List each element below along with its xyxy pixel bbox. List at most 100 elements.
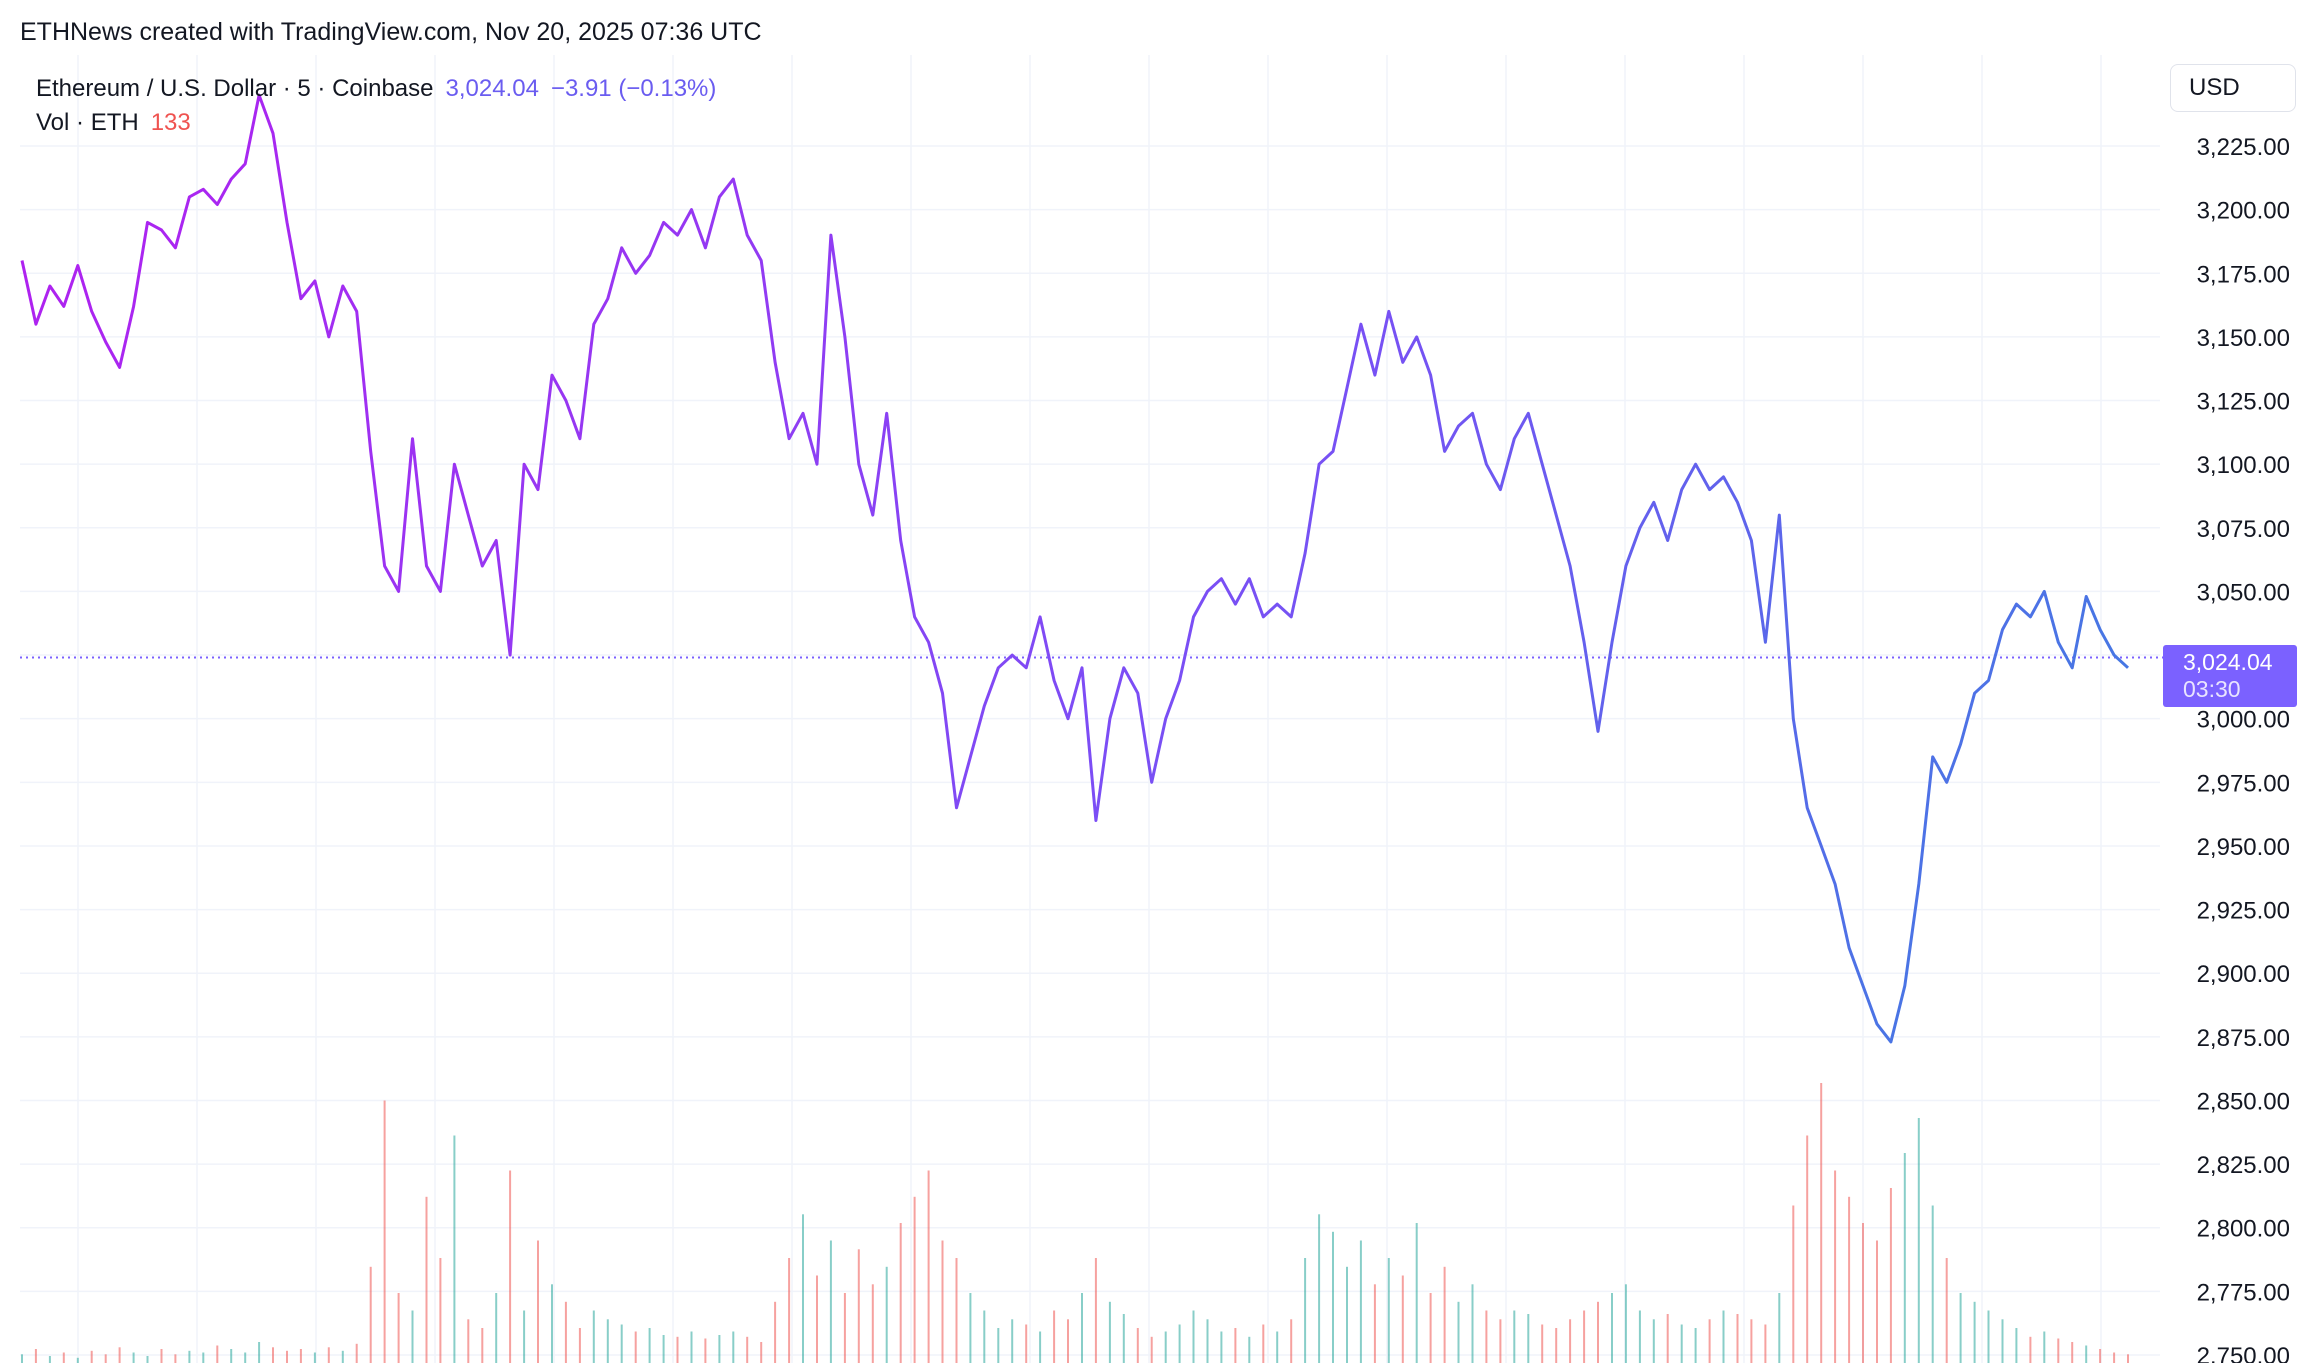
y-tick-label: 3,100.00 [2197, 452, 2290, 479]
volume-bar [578, 1328, 581, 1363]
volume-bar [495, 1293, 498, 1363]
volume-bar [1973, 1301, 1976, 1363]
volume-bar [1555, 1328, 1558, 1363]
volume-bar [411, 1310, 414, 1363]
volume-bar [174, 1354, 177, 1363]
volume-bar [272, 1347, 274, 1363]
volume-bar [1248, 1336, 1251, 1363]
volume-bar [1708, 1319, 1711, 1363]
y-tick-label: 2,800.00 [2197, 1216, 2290, 1243]
volume-bar [1262, 1324, 1265, 1363]
volume-bar [1694, 1328, 1697, 1363]
volume-bar [927, 1170, 930, 1363]
volume-bar [1862, 1223, 1864, 1363]
volume-bar [1457, 1301, 1460, 1363]
volume-bar [1903, 1153, 1906, 1363]
volume-bar [1373, 1284, 1376, 1363]
volume-bar [634, 1331, 637, 1363]
volume-bar [258, 1342, 261, 1363]
volume-bar [1834, 1170, 1837, 1363]
volume-bar [760, 1342, 763, 1363]
volume-bar [397, 1293, 400, 1363]
volume-bar [1848, 1196, 1851, 1363]
volume-bar [1652, 1319, 1655, 1363]
volume-bar [299, 1349, 302, 1363]
chart-credit: ETHNews created with TradingView.com, No… [20, 18, 762, 46]
volume-bar [774, 1301, 777, 1363]
volume-bar [871, 1284, 874, 1363]
volume-bar [1067, 1319, 1069, 1363]
volume-label: Vol · ETH [36, 109, 139, 136]
volume-bar [188, 1350, 191, 1363]
volume-bar [913, 1196, 916, 1363]
y-tick-label: 3,225.00 [2197, 134, 2290, 161]
volume-bar [1931, 1205, 1934, 1363]
volume-bar [1792, 1205, 1795, 1363]
volume-bar [467, 1319, 470, 1363]
volume-bar [1499, 1319, 1502, 1363]
volume-bar [2001, 1319, 2004, 1363]
volume-bar [104, 1354, 107, 1363]
volume-bar [1234, 1328, 1237, 1363]
volume-bar [1764, 1324, 1767, 1363]
volume-bar [1290, 1319, 1293, 1363]
y-tick-label: 3,075.00 [2197, 516, 2290, 543]
volume-bar [1443, 1266, 1446, 1363]
volume-bar [704, 1338, 707, 1363]
y-tick-label: 3,200.00 [2197, 198, 2290, 225]
y-tick-label: 2,975.00 [2197, 770, 2290, 797]
volume-bar [1053, 1310, 1056, 1363]
y-tick-label: 2,900.00 [2197, 961, 2290, 988]
volume-bar [997, 1328, 1000, 1363]
volume-bar [439, 1258, 442, 1363]
last-price-tag: 3,024.04 03:30 [2163, 645, 2297, 707]
volume-bar [899, 1223, 902, 1363]
volume-bar [955, 1258, 958, 1363]
volume-bar [2113, 1352, 2116, 1363]
volume-bar [1541, 1324, 1544, 1363]
volume-bar [1429, 1293, 1432, 1363]
volume-bar [216, 1345, 219, 1363]
volume-bar [1387, 1258, 1390, 1363]
volume-bar [230, 1349, 233, 1363]
volume-bar [1583, 1310, 1586, 1363]
y-tick-label: 3,000.00 [2197, 707, 2290, 734]
volume-bar [1917, 1118, 1920, 1363]
y-tick-label: 2,750.00 [2197, 1343, 2290, 1363]
volume-bar [1527, 1314, 1530, 1363]
y-tick-label: 2,850.00 [2197, 1088, 2290, 1115]
volume-bar [1889, 1188, 1892, 1363]
volume-bar [383, 1100, 386, 1363]
symbol-legend: Ethereum / U.S. Dollar · 5 · Coinbase 3,0… [36, 75, 716, 103]
volume-bar [1415, 1223, 1418, 1363]
volume-bar [857, 1249, 860, 1363]
currency-button[interactable]: USD [2170, 64, 2296, 112]
volume-bar [1611, 1293, 1613, 1363]
volume-bar [816, 1275, 818, 1363]
volume-bar [341, 1350, 344, 1363]
volume-bar [802, 1214, 804, 1363]
volume-bar [62, 1352, 65, 1363]
chart-grid [20, 55, 2160, 1363]
bar-countdown: 03:30 [2183, 676, 2241, 702]
volume-bar [1304, 1258, 1307, 1363]
price-change-value: −3.91 (−0.13%) [550, 75, 717, 102]
volume-bar [48, 1356, 51, 1363]
volume-bar [1122, 1314, 1125, 1363]
volume-bar [1318, 1214, 1321, 1363]
volume-bar [1359, 1240, 1362, 1363]
volume-bar [2015, 1328, 2018, 1363]
volume-bar [718, 1335, 721, 1363]
volume-bar [481, 1328, 484, 1363]
volume-value: 133 [150, 109, 191, 136]
volume-bar [592, 1310, 595, 1363]
volume-bar [1150, 1336, 1153, 1363]
volume-bar [355, 1343, 358, 1363]
volume-bar [983, 1310, 986, 1363]
volume-bar [788, 1258, 791, 1363]
volume-bar [2099, 1349, 2102, 1363]
volume-bar [21, 1354, 23, 1363]
volume-bar [425, 1196, 428, 1363]
volume-bar [118, 1347, 121, 1363]
